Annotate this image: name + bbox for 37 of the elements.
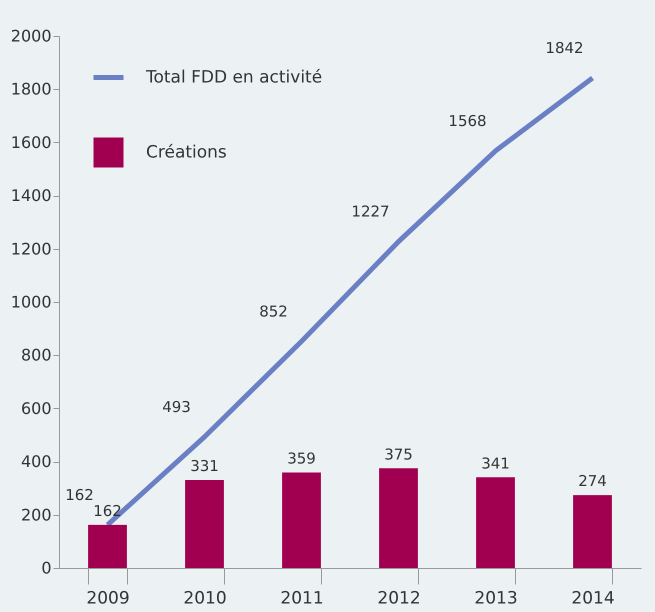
x-tick-label: 2014 [571, 588, 615, 608]
x-tick-label: 2012 [377, 588, 421, 608]
data-label: 375 [384, 445, 413, 464]
legend-label: Total FDD en activité [145, 68, 322, 88]
bar [379, 468, 418, 568]
bar [282, 472, 321, 568]
bar [476, 477, 515, 568]
data-label: 1842 [545, 39, 584, 58]
bar [573, 495, 612, 568]
data-label: 359 [287, 450, 316, 468]
data-label: 493 [162, 398, 191, 416]
y-tick-label: 600 [20, 398, 52, 418]
x-tick-label: 2010 [183, 588, 227, 608]
data-label: 162 [93, 502, 122, 520]
y-tick-label: 1800 [10, 80, 52, 99]
y-tick-label: 1000 [10, 292, 52, 312]
y-tick-label: 400 [20, 452, 52, 472]
data-label: 852 [259, 302, 288, 320]
y-tick-label: 1200 [10, 239, 52, 258]
y-tick-label: 800 [20, 346, 52, 365]
y-tick-label: 1600 [10, 132, 52, 152]
x-tick-label: 2009 [86, 588, 130, 608]
y-tick-label: 0 [41, 558, 52, 578]
x-tick-label: 2013 [474, 588, 518, 608]
data-label: 274 [578, 472, 607, 490]
data-label: 1568 [448, 112, 487, 130]
y-tick-label: 1400 [10, 186, 52, 206]
x-tick-label: 2011 [280, 588, 324, 608]
data-label: 1227 [351, 202, 390, 221]
legend-label: Créations [146, 142, 227, 162]
data-label: 331 [190, 456, 219, 475]
data-label: 341 [481, 454, 510, 472]
data-label: 162 [65, 486, 94, 504]
y-tick-label: 2000 [10, 26, 52, 46]
y-tick-label: 200 [20, 505, 52, 524]
bar [185, 480, 224, 568]
bar [88, 524, 127, 568]
